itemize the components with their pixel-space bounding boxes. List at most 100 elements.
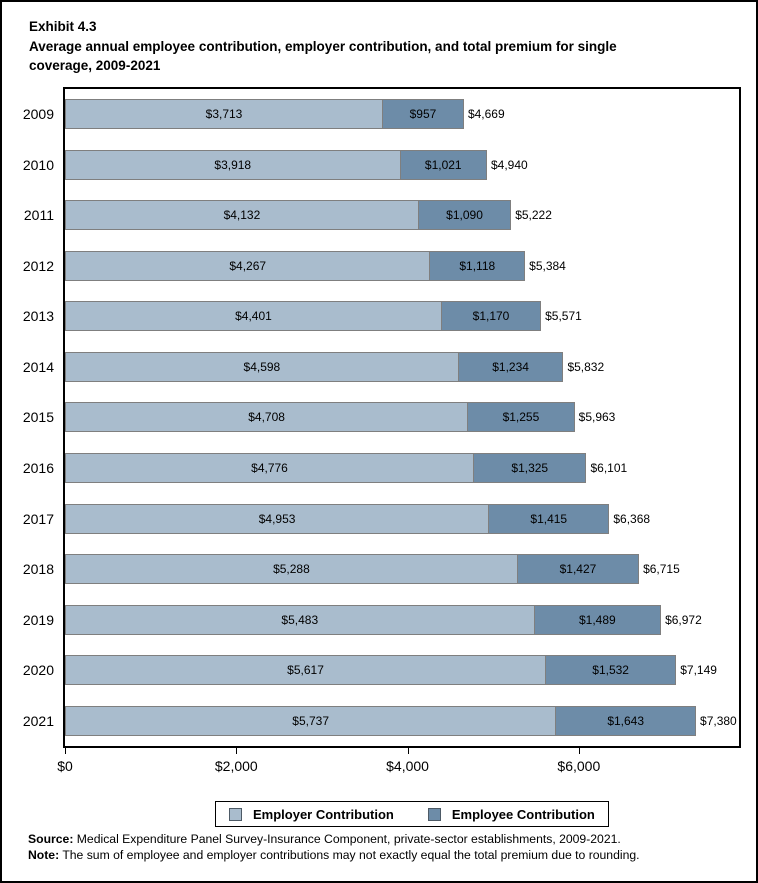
total-premium-label: $6,101 [590,460,628,475]
employer-segment: $4,132 [65,200,419,231]
employee-swatch-icon [427,807,441,821]
x-axis-tick [578,748,580,754]
x-axis-tick-label: $6,000 [557,758,601,774]
employee-segment: $1,234 [457,351,564,382]
stacked-bar: $4,401 $1,170 $5,571 [65,301,739,332]
stacked-bar: $4,132 $1,090 $5,222 [65,200,739,231]
employee-segment: $1,325 [473,452,587,483]
stacked-bar: $3,918 $1,021 $4,940 [65,149,739,180]
total-premium-label: $5,832 [567,359,605,374]
bar-row-2015: 2015 $4,708 $1,255 $5,963 [23,392,739,443]
employer-segment: $5,483 [65,604,535,635]
year-label: 2018 [22,561,54,578]
note-prefix: Note: [28,847,60,862]
employee-segment: $1,118 [429,250,526,281]
stacked-bar: $5,288 $1,427 $6,715 [65,554,739,585]
stacked-bar: $4,708 $1,255 $5,963 [65,402,739,433]
total-premium-label: $7,149 [680,663,717,678]
legend-label-employer: Employer Contribution [253,806,394,822]
total-premium-label: $5,963 [578,410,616,425]
year-label: 2015 [22,409,54,426]
total-premium-label: $6,972 [665,612,702,627]
footnotes: Source: Medical Expenditure Panel Survey… [28,832,640,863]
employer-segment: $5,737 [65,705,557,736]
chart-title-line-2: coverage, 2009-2021 [29,58,161,73]
year-label: 2016 [22,459,54,476]
total-premium-label: $5,222 [515,208,552,223]
year-label: 2019 [22,611,54,628]
employer-segment: $4,598 [65,351,459,382]
bar-row-2017: 2017 $4,953 $1,415 $6,368 [23,493,739,544]
year-label: 2010 [22,156,54,173]
year-label: 2020 [22,662,54,679]
bar-row-2019: 2019 $5,483 $1,489 $6,972 [23,594,739,645]
employee-segment: $1,427 [516,554,640,585]
x-axis-tick [65,748,66,754]
stacked-bar: $4,953 $1,415 $6,368 [65,503,739,534]
bar-row-2014: 2014 $4,598 $1,234 $5,832 [23,342,739,393]
employee-segment: $1,170 [440,301,542,332]
stacked-bar: $5,617 $1,532 $7,149 [65,655,739,686]
bar-row-2016: 2016 $4,776 $1,325 $6,101 [23,443,739,494]
bar-row-2011: 2011 $4,132 $1,090 $5,222 [24,190,739,241]
total-premium-label: $4,940 [490,157,528,172]
total-premium-label: $5,384 [529,258,566,273]
employer-segment: $4,708 [65,402,469,433]
plot-area: 2009 $3,713 $957 $4,669 2010 $3,918 $1,021 $4,9… [23,87,741,774]
year-label: 2011 [23,207,54,224]
bar-row-2009: 2009 $3,713 $957 $4,669 [23,89,739,140]
employer-segment: $5,617 [65,655,547,686]
employee-segment: $1,021 [399,149,487,180]
source-line: Source: Medical Expenditure Panel Survey… [28,832,640,848]
total-premium-label: $4,669 [467,107,505,122]
year-label: 2009 [22,106,54,123]
source-text: Medical Expenditure Panel Survey-Insuran… [73,832,621,846]
total-premium-label: $7,380 [700,713,737,728]
employer-segment: $4,267 [65,250,431,281]
total-premium-label: $5,571 [545,309,582,324]
year-label: 2017 [22,510,54,527]
stacked-bar: $5,737 $1,643 $7,380 [65,705,739,736]
employee-segment: $1,415 [488,503,610,534]
stacked-bar: $5,483 $1,489 $6,972 [65,604,739,635]
stacked-bar: $4,776 $1,325 $6,101 [65,452,739,483]
employer-segment: $3,918 [65,149,401,180]
stacked-bar: $4,598 $1,234 $5,832 [65,351,739,382]
employer-swatch-icon [229,807,242,821]
stacked-bar: $4,267 $1,118 $5,384 [65,250,739,281]
stacked-bar: $3,713 $957 $4,669 [65,99,739,130]
employee-segment: $1,643 [555,705,697,736]
chart-title-line-1: Average annual employee contribution, em… [29,38,617,54]
year-label: 2013 [22,308,54,325]
year-label: 2012 [22,257,54,274]
year-label: 2014 [22,358,54,375]
legend-box: Employer Contribution Employee Contribut… [215,801,609,827]
chart-title: Exhibit 4.3 Average annual employee cont… [29,17,617,76]
year-label: 2021 [22,712,54,729]
employee-segment: $1,090 [417,200,512,231]
legend-item-employer: Employer Contribution [229,807,394,822]
bar-row-2020: 2020 $5,617 $1,532 $7,149 [23,645,739,696]
bar-row-2018: 2018 $5,288 $1,427 $6,715 [23,544,739,595]
employer-segment: $5,288 [65,554,518,585]
total-premium-label: $6,368 [613,511,651,526]
bar-row-2010: 2010 $3,918 $1,021 $4,940 [23,140,739,191]
bar-row-2013: 2013 $4,401 $1,170 $5,571 [23,291,739,342]
employee-segment: $1,489 [533,604,662,635]
employer-segment: $4,953 [65,503,490,534]
employee-segment: $1,532 [545,655,677,686]
note-line: Note: The sum of employee and employer c… [28,848,640,864]
employee-segment: $957 [381,99,464,130]
note-text: The sum of employee and employer contrib… [59,847,640,862]
employer-segment: $4,401 [65,301,442,332]
exhibit-number: Exhibit 4.3 [29,19,97,34]
x-axis-tick [236,748,238,754]
source-prefix: Source: [28,832,74,846]
x-axis-tick-label: $2,000 [214,758,258,774]
bar-row-2012: 2012 $4,267 $1,118 $5,384 [23,241,739,292]
employer-segment: $3,713 [65,99,383,130]
legend-item-employee: Employee Contribution [427,807,595,822]
employer-segment: $4,776 [65,452,475,483]
employee-segment: $1,255 [467,402,575,433]
